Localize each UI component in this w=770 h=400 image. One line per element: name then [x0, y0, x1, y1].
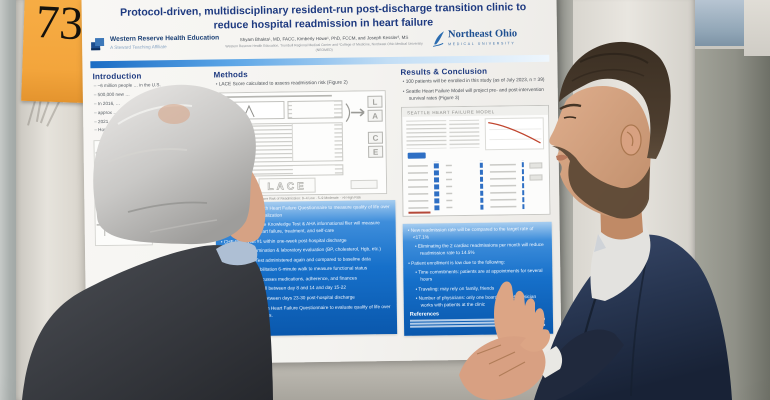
presenter-sleeve: [534, 329, 624, 400]
wrhe-logo: Western Reserve Health Education A Stewa…: [90, 34, 220, 52]
person-listener: [22, 84, 273, 400]
figure-3-title: SEATTLE HEART FAILURE MODEL: [407, 109, 495, 115]
ear-inner-line: [626, 131, 634, 147]
presenter-beard: [552, 146, 650, 219]
listener-scalp: [158, 104, 190, 124]
wrhe-logo-icon: [91, 38, 105, 51]
presenter-lips: [556, 154, 568, 161]
hair-texture: [571, 68, 645, 82]
wall-pillar: [744, 0, 770, 56]
hair-strand: [107, 148, 188, 163]
figure-3-seattle-hf-model: SEATTLE HEART FAILURE MODEL: [401, 104, 551, 217]
figure-2-lace-diagram: L A C E LACE: [213, 90, 388, 197]
shirt-collar-shadow: [594, 234, 606, 252]
neomed-logo: Northeast Ohio MEDICAL UNIVERSITY: [432, 28, 550, 48]
presenter-hair: [559, 41, 671, 159]
presenter-eyebrow: [559, 103, 582, 111]
hair-strand: [149, 219, 218, 233]
hair-strand: [127, 201, 208, 213]
lace-letter: E: [373, 148, 379, 157]
lace-letter: A: [372, 112, 378, 121]
listener-hair: [93, 84, 256, 245]
lace-ghost-word: LACE: [267, 181, 306, 193]
hair-texture: [579, 52, 649, 64]
lace-letter: C: [372, 134, 378, 143]
presenter-thumb: [520, 329, 551, 352]
neomed-logo-icon: [433, 31, 444, 47]
presenter-eye: [563, 116, 577, 119]
methods-section: Methods LACE Score calculated to assess …: [213, 68, 398, 337]
listener-suit: [22, 245, 273, 400]
finger-lines: [476, 344, 526, 377]
presenter-ear: [620, 124, 642, 156]
presenter-hand-upper: [494, 281, 545, 349]
research-poster: Protocol-driven, multidisciplinary resid…: [81, 0, 562, 366]
listener-shirt-collar: [216, 241, 258, 266]
presenter-shirt: [590, 218, 651, 301]
hair-strand: [117, 104, 193, 125]
results-section: Results & Conclusion 100 patients will b…: [400, 66, 554, 336]
window: [686, 0, 746, 49]
person-presenter: [459, 41, 732, 400]
lace-letter: L: [372, 98, 377, 107]
